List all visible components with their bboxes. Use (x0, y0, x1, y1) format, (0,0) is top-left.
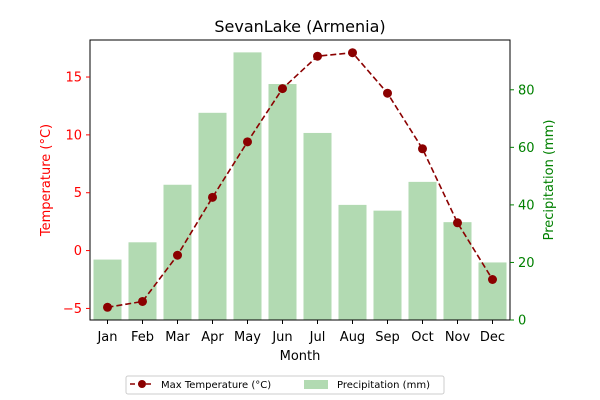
precipitation-bar-may (233, 52, 262, 321)
x-tick-label: Jan (96, 330, 117, 345)
precipitation-bar-feb (128, 242, 157, 320)
precipitation-bar-oct (408, 181, 437, 320)
temperature-point-dec (488, 275, 497, 285)
temperature-point-jul (313, 51, 322, 61)
left-tick-label: 5 (74, 186, 82, 201)
x-tick-label: Aug (340, 330, 365, 345)
x-tick-label: Apr (201, 330, 224, 345)
temperature-point-apr (208, 192, 217, 202)
right-tick-label: 20 (518, 256, 535, 271)
legend-marker-sample (138, 380, 146, 388)
temperature-point-jan (103, 302, 112, 312)
x-tick-label: Nov (445, 330, 471, 345)
temperature-point-may (243, 137, 252, 147)
temperature-point-sep (383, 88, 392, 98)
temperature-point-oct (418, 144, 427, 154)
x-tick-label: Sep (375, 330, 400, 345)
x-tick-label: Jul (309, 330, 326, 345)
temperature-point-aug (348, 48, 357, 58)
precipitation-bar-jun (268, 84, 297, 320)
legend-temperature-label: Max Temperature (°C) (161, 380, 271, 391)
left-tick-label: 10 (65, 128, 82, 143)
y-left-axis-label: Temperature (°C) (39, 124, 54, 237)
left-tick-label: −5 (63, 302, 82, 317)
legend-temperature-swatch (130, 380, 154, 388)
temperature-point-feb (138, 296, 147, 306)
x-tick-label: Oct (411, 330, 433, 345)
x-tick-label: Dec (480, 330, 505, 345)
legend-precipitation-label: Precipitation (mm) (337, 380, 430, 391)
right-tick-label: 40 (518, 198, 535, 213)
temperature-line (107, 51, 494, 309)
precipitation-bar-aug (338, 204, 367, 320)
precipitation-bar-jul (303, 132, 332, 320)
temperature-point-jun (278, 84, 287, 94)
x-tick-label: Jun (271, 330, 292, 345)
right-tick-label: 80 (518, 83, 535, 98)
precipitation-bar-sep (373, 210, 402, 320)
right-tick-label: 0 (518, 314, 526, 329)
right-axis-ticks: 0 20 40 60 80 (510, 83, 535, 329)
x-tick-label: Mar (165, 330, 190, 345)
left-tick-label: 0 (74, 244, 82, 259)
left-tick-label: 15 (65, 71, 82, 86)
x-axis-ticks: Jan Feb Mar Apr May Jun Jul Aug Sep Oct Nov Dec (96, 320, 505, 345)
precipitation-bars (93, 52, 507, 321)
precipitation-bar-nov (443, 222, 472, 320)
legend-precipitation-swatch (304, 380, 328, 389)
x-tick-label: Feb (131, 330, 154, 345)
left-axis-ticks: −5 0 5 10 15 (63, 71, 90, 317)
temperature-point-nov (453, 218, 462, 228)
precipitation-bar-apr (198, 112, 227, 320)
right-tick-label: 60 (518, 141, 535, 156)
plot-frame (89, 39, 511, 321)
chart-title: SevanLake (Armenia) (214, 17, 385, 36)
x-tick-label: May (234, 330, 261, 345)
precipitation-bar-dec (478, 262, 507, 320)
y-right-axis-label: Precipitation (mm) (542, 120, 557, 241)
temperature-point-mar (173, 250, 182, 260)
legend-box (125, 375, 445, 395)
legend: Max Temperature (°C) Precipitation (mm) (125, 375, 445, 395)
temperature-line-group (103, 48, 497, 312)
x-axis-label: Month (280, 349, 321, 364)
